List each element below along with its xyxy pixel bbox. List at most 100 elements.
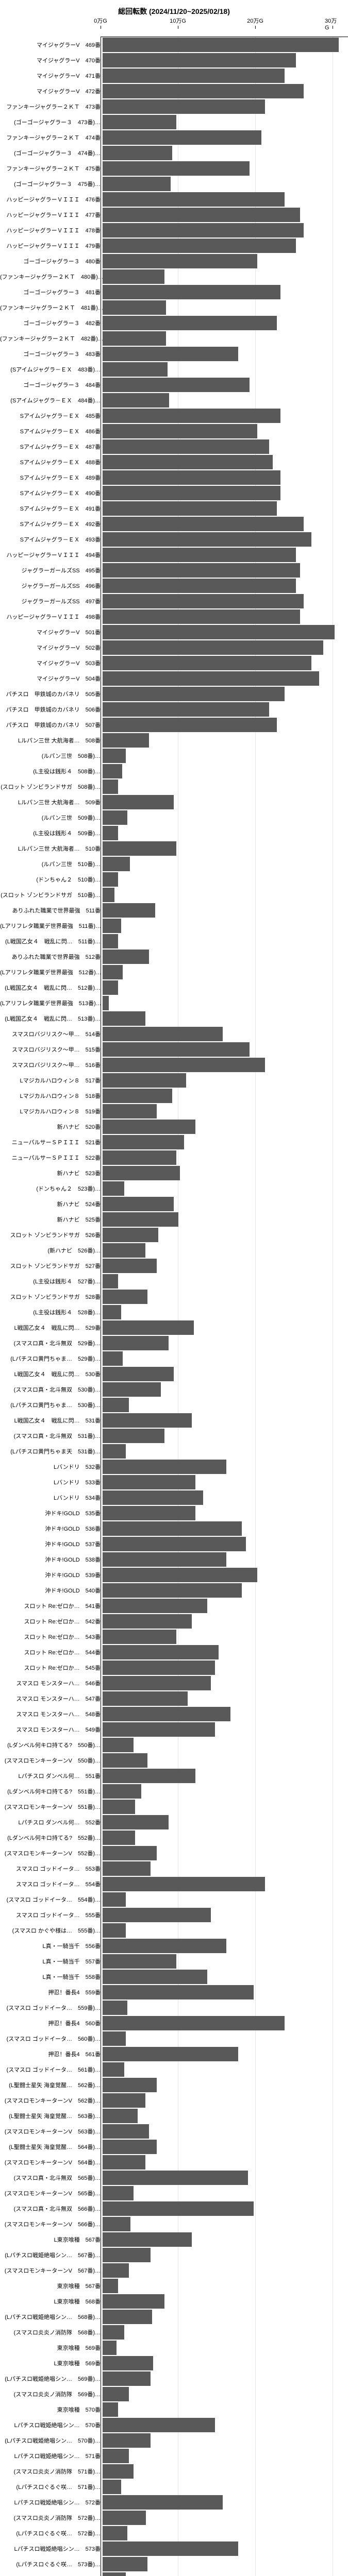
bar [103, 950, 149, 964]
chart-row: (ルパン三世 510番)… [0, 856, 348, 872]
chart-row: Sアイムジャグラ－ＥＸ 489番 [0, 470, 348, 485]
chart-row: ゴーゴージャグラー３ 480番 [0, 253, 348, 269]
row-label: 新ハナビ 525番 [0, 1215, 103, 1224]
chart-row: パチスロ 甲鉄城のカバネリ 505番 [0, 686, 348, 702]
row-label: Sアイムジャグラ－ＥＸ 490番 [0, 489, 103, 497]
bar [103, 1599, 207, 1613]
bar [103, 733, 149, 748]
plot-cell [103, 934, 348, 949]
chart-row: (スマスロ ゴッドイータ… 560番)… [0, 2031, 348, 2046]
chart-row: (スマスロ真・北斗無双 565番)… [0, 2170, 348, 2185]
plot-cell [103, 903, 348, 918]
bar [103, 347, 238, 361]
plot-cell [103, 2448, 348, 2464]
plot-cell [103, 2526, 348, 2541]
row-label: 東京喰種 570番 [0, 2405, 103, 2414]
row-label: ゴーゴージャグラー３ 482番 [0, 319, 103, 327]
bar [103, 687, 285, 701]
bar [103, 1846, 157, 1860]
row-label: (L聖闘士星矢 海皇覚醒… 564番)… [0, 2143, 103, 2151]
plot-cell [103, 454, 348, 470]
chart-row: Lマジカルハロウィン８ 519番 [0, 1104, 348, 1119]
bar [103, 2464, 134, 2479]
row-label: Lルパン三世 大航海者… 510番 [0, 844, 103, 853]
plot-cell [103, 1104, 348, 1119]
plot-cell [103, 331, 348, 346]
bar [103, 826, 118, 840]
plot-cell [103, 1799, 348, 1815]
chart-row: (ドンちゃん２ 510番)… [0, 872, 348, 887]
chart-row: L真・一騎当千 558番 [0, 1969, 348, 1985]
bar [103, 1243, 145, 1258]
plot-cell [103, 2155, 348, 2170]
bar [103, 1954, 176, 1969]
row-label: Lパチスロ戦姫絶唱シン… 573番 [0, 2545, 103, 2553]
bar [103, 2433, 151, 2448]
plot-cell [103, 887, 348, 903]
bar [103, 764, 122, 778]
bar [103, 1166, 180, 1180]
plot-cell [103, 99, 348, 114]
plot-cell [103, 810, 348, 825]
chart-row: (L戦国乙女４ 戦乱に閃… 512番)… [0, 980, 348, 995]
chart-row: (スマスロ炎炎ノ消防隊 568番)… [0, 2325, 348, 2340]
plot-cell [103, 2355, 348, 2371]
chart-row: (Lアリフレタ職業デ世界最強 512番)… [0, 964, 348, 980]
chart-row: L東京喰種 569番 [0, 2355, 348, 2371]
bar [103, 779, 118, 794]
bar [103, 1444, 126, 1459]
plot-cell [103, 1459, 348, 1475]
chart-row: 新ハナビ 520番 [0, 1119, 348, 1134]
row-label: (Sアイムジャグラ－ＥＸ 483番)… [0, 365, 103, 374]
bar [103, 640, 323, 655]
chart-row: ゴーゴージャグラー３ 484番 [0, 377, 348, 393]
plot-cell [103, 1366, 348, 1382]
row-label: (Lアリフレタ職業デ世界最強 511番)… [0, 922, 103, 930]
plot-cell [103, 733, 348, 748]
chart-row: Sアイムジャグラ－ＥＸ 487番 [0, 439, 348, 454]
plot-cell [103, 423, 348, 439]
plot-cell [103, 176, 348, 192]
plot-cell [103, 192, 348, 207]
bar [103, 1676, 211, 1690]
plot-cell [103, 2309, 348, 2325]
row-label: (ゴーゴージャグラー３ 473番)… [0, 118, 103, 126]
bar [103, 1861, 151, 1876]
plot-cell [103, 2510, 348, 2526]
plot-cell [103, 1629, 348, 1645]
plot-cell [103, 1274, 348, 1289]
bar [103, 1753, 147, 1768]
bar [103, 1568, 257, 1582]
bar [103, 671, 319, 686]
chart-row: (Lパチスロ黄門ちゃま… 529番)… [0, 1351, 348, 1366]
plot-cell [103, 315, 348, 331]
chart-row: ジャグラーガールズSS 496番 [0, 578, 348, 594]
plot-cell [103, 346, 348, 362]
plot-cell [103, 1073, 348, 1088]
chart-row: スロット Re:ゼロか… 544番 [0, 1645, 348, 1660]
plot-cell [103, 253, 348, 269]
bar [103, 2201, 254, 2216]
row-label: Sアイムジャグラ－ＥＸ 493番 [0, 535, 103, 544]
plot-cell [103, 130, 348, 145]
plot-cell [103, 207, 348, 223]
bar [103, 1784, 141, 1799]
bar [103, 594, 304, 608]
plot-cell [103, 2541, 348, 2556]
bar [103, 1970, 207, 1984]
chart-row: マイジャグラーV 472番 [0, 83, 348, 99]
plot-cell [103, 2247, 348, 2263]
bar [103, 1521, 242, 1536]
plot-cell [103, 1227, 348, 1243]
row-label: Sアイムジャグラ－ＥＸ 491番 [0, 504, 103, 513]
row-label: パチスロ 甲鉄城のカバネリ 507番 [0, 721, 103, 729]
bar [103, 486, 280, 500]
bar [103, 1305, 121, 1319]
plot-cell [103, 1165, 348, 1181]
bar [103, 208, 300, 222]
row-label: (パチスロ 革命機ヴァル… 573番)… [0, 2575, 103, 2576]
row-label: 押忍！番長4 560番 [0, 2019, 103, 2027]
chart-row: マイジャグラーV 470番 [0, 53, 348, 68]
chart-rows: マイジャグラーV 469番マイジャグラーV 470番マイジャグラーV 471番マ… [0, 37, 348, 2576]
plot-cell [103, 1475, 348, 1490]
